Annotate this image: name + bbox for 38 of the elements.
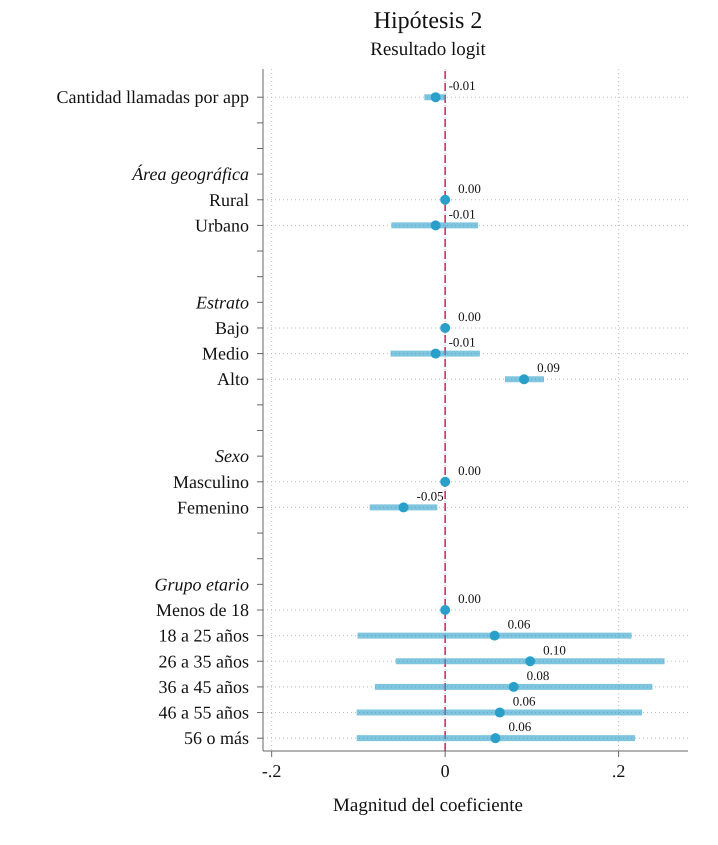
- y-tick-label: 56 o más: [184, 728, 249, 748]
- x-tick-label: -.2: [262, 761, 282, 781]
- data-label: 0.06: [508, 719, 532, 734]
- data-label: -0.05: [416, 488, 444, 504]
- data-label: 0.08: [526, 668, 550, 683]
- data-label: 0.00: [458, 590, 481, 606]
- y-tick-label: Masculino: [173, 472, 249, 492]
- y-tick-label: Medio: [202, 344, 249, 364]
- y-tick-label: Cantidad llamadas por app: [56, 87, 249, 108]
- data-label: -0.01: [448, 78, 476, 94]
- data-label: 0.00: [458, 180, 481, 196]
- y-tick-label: Grupo etario: [154, 574, 249, 594]
- y-tick-label: Estrato: [194, 292, 249, 312]
- chart-subtitle: Resultado logit: [369, 39, 487, 61]
- x-tick-label: 0: [440, 761, 450, 781]
- x-tick-label: .2: [612, 761, 626, 781]
- x-axis-title: Magnitud del coeficiente: [332, 795, 524, 817]
- y-tick-label: 46 a 55 años: [158, 702, 249, 723]
- y-tick-label: Urbano: [195, 215, 249, 236]
- data-label: 0.00: [458, 308, 481, 324]
- y-tick-label: Sexo: [215, 446, 249, 466]
- y-tick-label: 36 a 45 años: [158, 676, 249, 697]
- chart-title: Hipótesis 2: [372, 8, 484, 35]
- y-tick-label: 26 a 35 años: [158, 651, 249, 672]
- y-tick-label: 18 a 25 años: [158, 626, 249, 646]
- y-tick-label: Alto: [216, 369, 249, 390]
- y-tick-label: Femenino: [177, 497, 249, 518]
- y-tick-label: Bajo: [215, 318, 249, 338]
- y-tick-label: Área geográfica: [131, 164, 249, 184]
- data-label: 0.06: [512, 694, 536, 709]
- data-label: 0.10: [543, 642, 566, 658]
- data-label: 0.09: [537, 360, 560, 376]
- y-tick-label: Menos de 18: [156, 600, 249, 620]
- data-label: 0.00: [458, 462, 481, 478]
- y-tick-label: Rural: [209, 190, 249, 210]
- data-label: -0.01: [448, 206, 476, 222]
- data-label: 0.06: [508, 616, 531, 632]
- data-label: -0.01: [448, 334, 476, 350]
